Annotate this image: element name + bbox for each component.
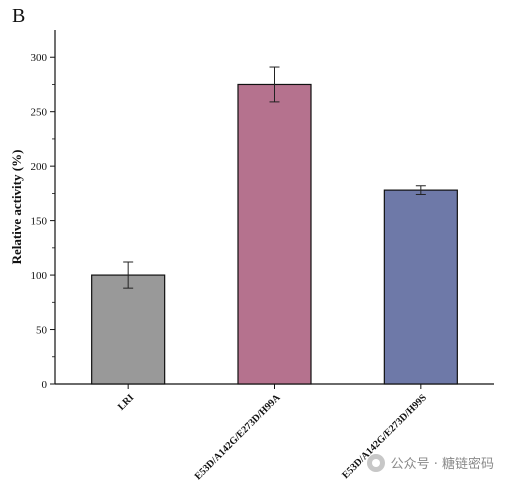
y-tick-label: 100 [31,270,48,282]
watermark-text: 公众号 · 糖链密码 [390,457,494,472]
x-tick-label: LRI [116,392,136,412]
bar [91,274,166,385]
bar [237,83,312,385]
x-tick-label: E53D/A142G/E273D/H99A [193,392,283,482]
y-tick-label: 0 [42,379,48,391]
y-axis-title: Relative activity (%) [9,150,24,265]
watermark: 公众号 · 糖链密码 [366,453,494,472]
y-tick-label: 300 [31,52,48,64]
y-tick-label: 250 [31,107,48,119]
wechat-icon [366,453,385,472]
y-tick-label: 50 [36,325,48,337]
bar [383,189,458,385]
panel-label: B [12,5,25,27]
plot-area: 0 50 100 150 200 250 300 Relative activity (%) L… [9,30,494,482]
y-tick-label: 200 [31,161,48,173]
y-tick-label: 150 [31,216,48,228]
